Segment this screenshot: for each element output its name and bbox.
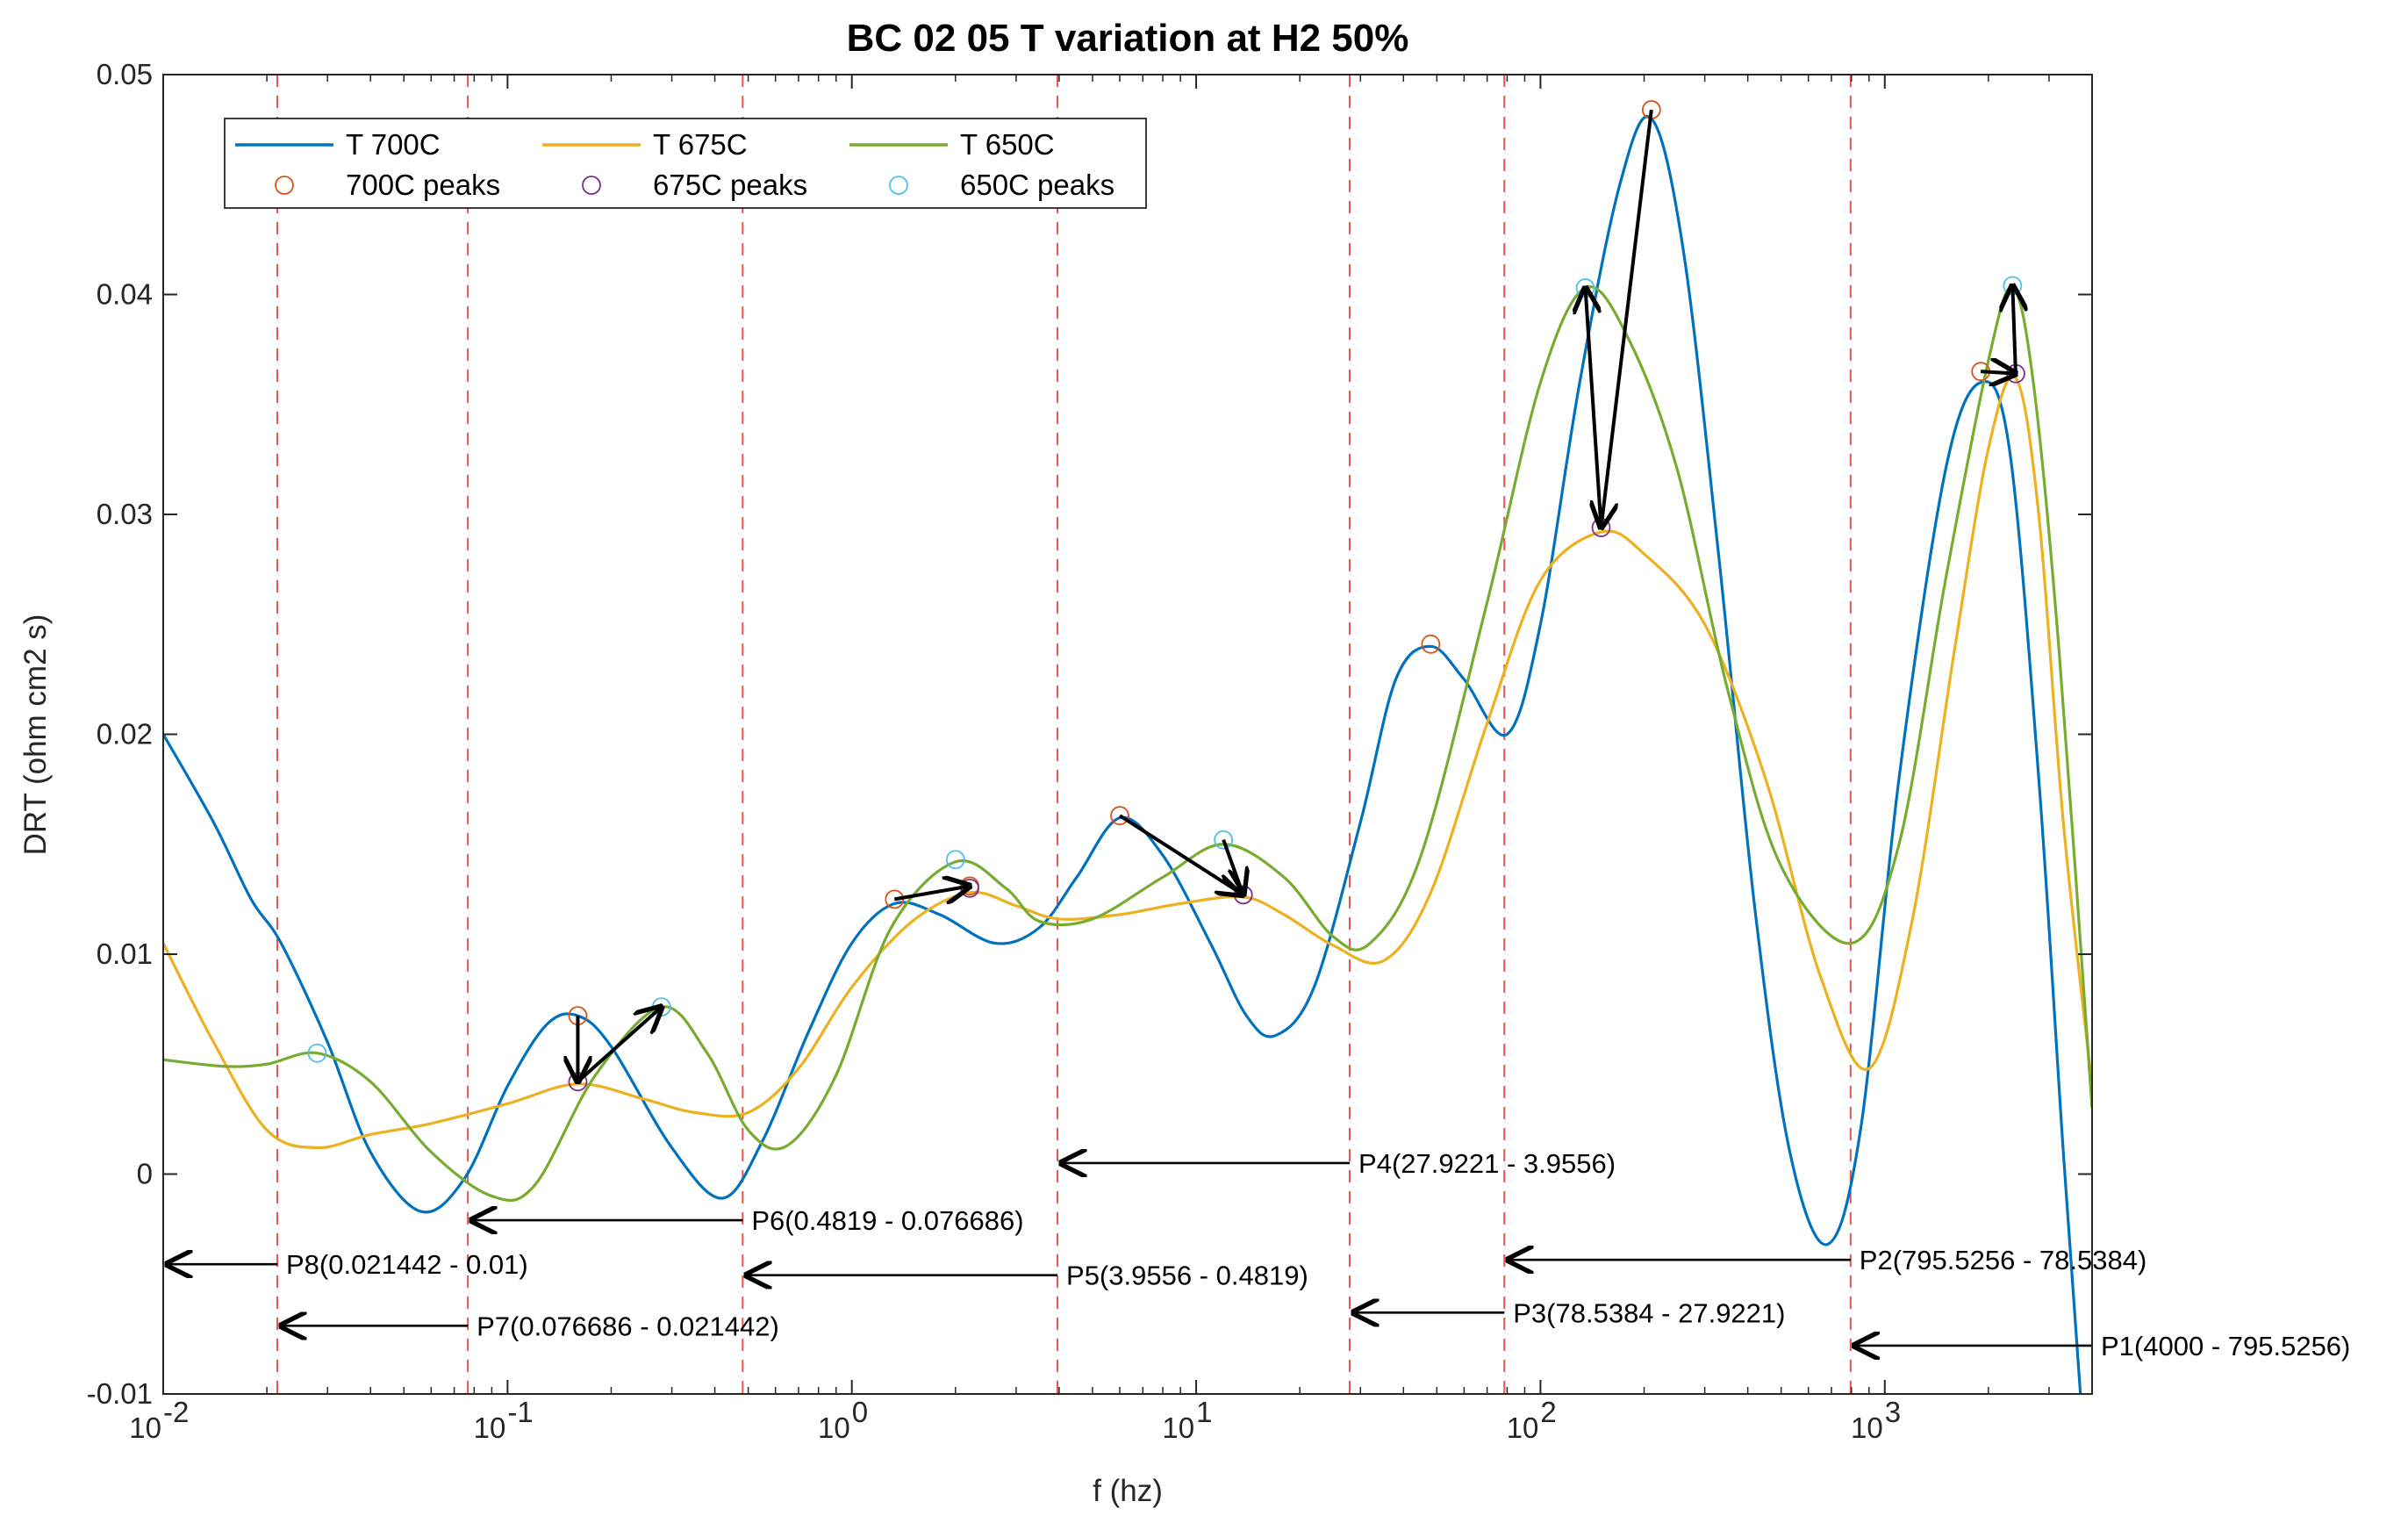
peak-marker	[945, 850, 965, 870]
x-tick-label: 10	[129, 1412, 161, 1444]
peak-marker	[1421, 634, 1441, 654]
legend-marker-swatch	[275, 176, 294, 195]
legend-marker-swatch	[889, 176, 908, 195]
x-tick-label: 10	[818, 1412, 850, 1444]
legend-label: T 650C	[960, 128, 1055, 161]
interval-label: P6(0.4819 - 0.076686)	[751, 1205, 1023, 1236]
x-axis-label: f (hz)	[1093, 1474, 1163, 1508]
shift-arrow	[1602, 109, 1653, 528]
series-line	[163, 285, 2092, 1202]
x-tick-exponent: 2	[1540, 1396, 1556, 1428]
shift-arrow	[1223, 839, 1243, 895]
interval-label: P1(4000 - 795.5256)	[2101, 1331, 2350, 1361]
shift-arrow	[1981, 371, 2016, 374]
interval-label: P2(795.5256 - 78.5384)	[1860, 1245, 2146, 1275]
x-tick-exponent: 1	[1196, 1396, 1212, 1428]
x-tick-label: 10	[1507, 1412, 1539, 1444]
legend-label: T 675C	[653, 128, 748, 161]
series-line	[163, 115, 2082, 1394]
y-tick-label: 0.02	[97, 718, 153, 751]
y-tick-label: 0.03	[97, 498, 153, 530]
peak-marker	[307, 1043, 327, 1063]
shift-arrow	[2012, 285, 2016, 374]
x-axis-ticks: 10 -2 10 -1 10 0 10 1 10 2 10 3	[129, 75, 2093, 1444]
x-tick-exponent: 0	[852, 1396, 868, 1428]
plot-area	[163, 75, 2092, 1394]
x-tick-label: 10	[474, 1412, 506, 1444]
peak-marker	[1110, 806, 1129, 826]
legend-label: T 700C	[346, 128, 441, 161]
legend-box	[224, 118, 1147, 209]
legend-marker-swatch	[582, 176, 601, 195]
x-tick-exponent: 3	[1885, 1396, 1901, 1428]
peak-marker	[1214, 830, 1234, 850]
y-axis-label: DRT (ohm cm2 s)	[18, 614, 53, 856]
y-tick-label: 0.04	[97, 278, 153, 311]
interval-label: P5(3.9556 - 0.4819)	[1066, 1261, 1308, 1291]
shift-arrow	[1586, 288, 1603, 528]
x-tick-label: 10	[1162, 1412, 1194, 1444]
legend-label: 675C peaks	[653, 169, 807, 201]
legend: T 700C T 675C T 650C 700C peaks 675C peaks 65…	[224, 118, 1147, 209]
y-tick-label: 0.01	[97, 938, 153, 970]
peak-shift-arrows	[577, 109, 2016, 1083]
x-tick-exponent: -2	[163, 1396, 189, 1428]
y-axis-ticks: -0.01 0 0.01 0.02 0.03 0.04 0.05	[87, 58, 2092, 1410]
y-tick-label: 0	[137, 1158, 153, 1190]
x-tick-label: 10	[1851, 1412, 1883, 1444]
shift-arrow	[893, 886, 970, 899]
legend-label: 650C peaks	[960, 169, 1114, 201]
shift-arrow	[577, 1007, 661, 1083]
interval-annotations: P1(4000 - 795.5256) P2(795.5256 - 78.5384…	[167, 1148, 2350, 1361]
interval-label: P8(0.021442 - 0.01)	[286, 1249, 528, 1280]
y-tick-label: 0.05	[97, 58, 153, 90]
interval-label: P4(27.9221 - 3.9556)	[1358, 1148, 1616, 1179]
legend-label: 700C peaks	[346, 169, 500, 201]
x-tick-exponent: -1	[507, 1396, 533, 1428]
y-tick-label: -0.01	[87, 1377, 153, 1410]
interval-label: P3(78.5384 - 27.9221)	[1513, 1297, 1785, 1328]
interval-label: P7(0.076686 - 0.021442)	[477, 1311, 779, 1341]
chart-title: BC 02 05 T variation at H2 50%	[847, 17, 1409, 60]
